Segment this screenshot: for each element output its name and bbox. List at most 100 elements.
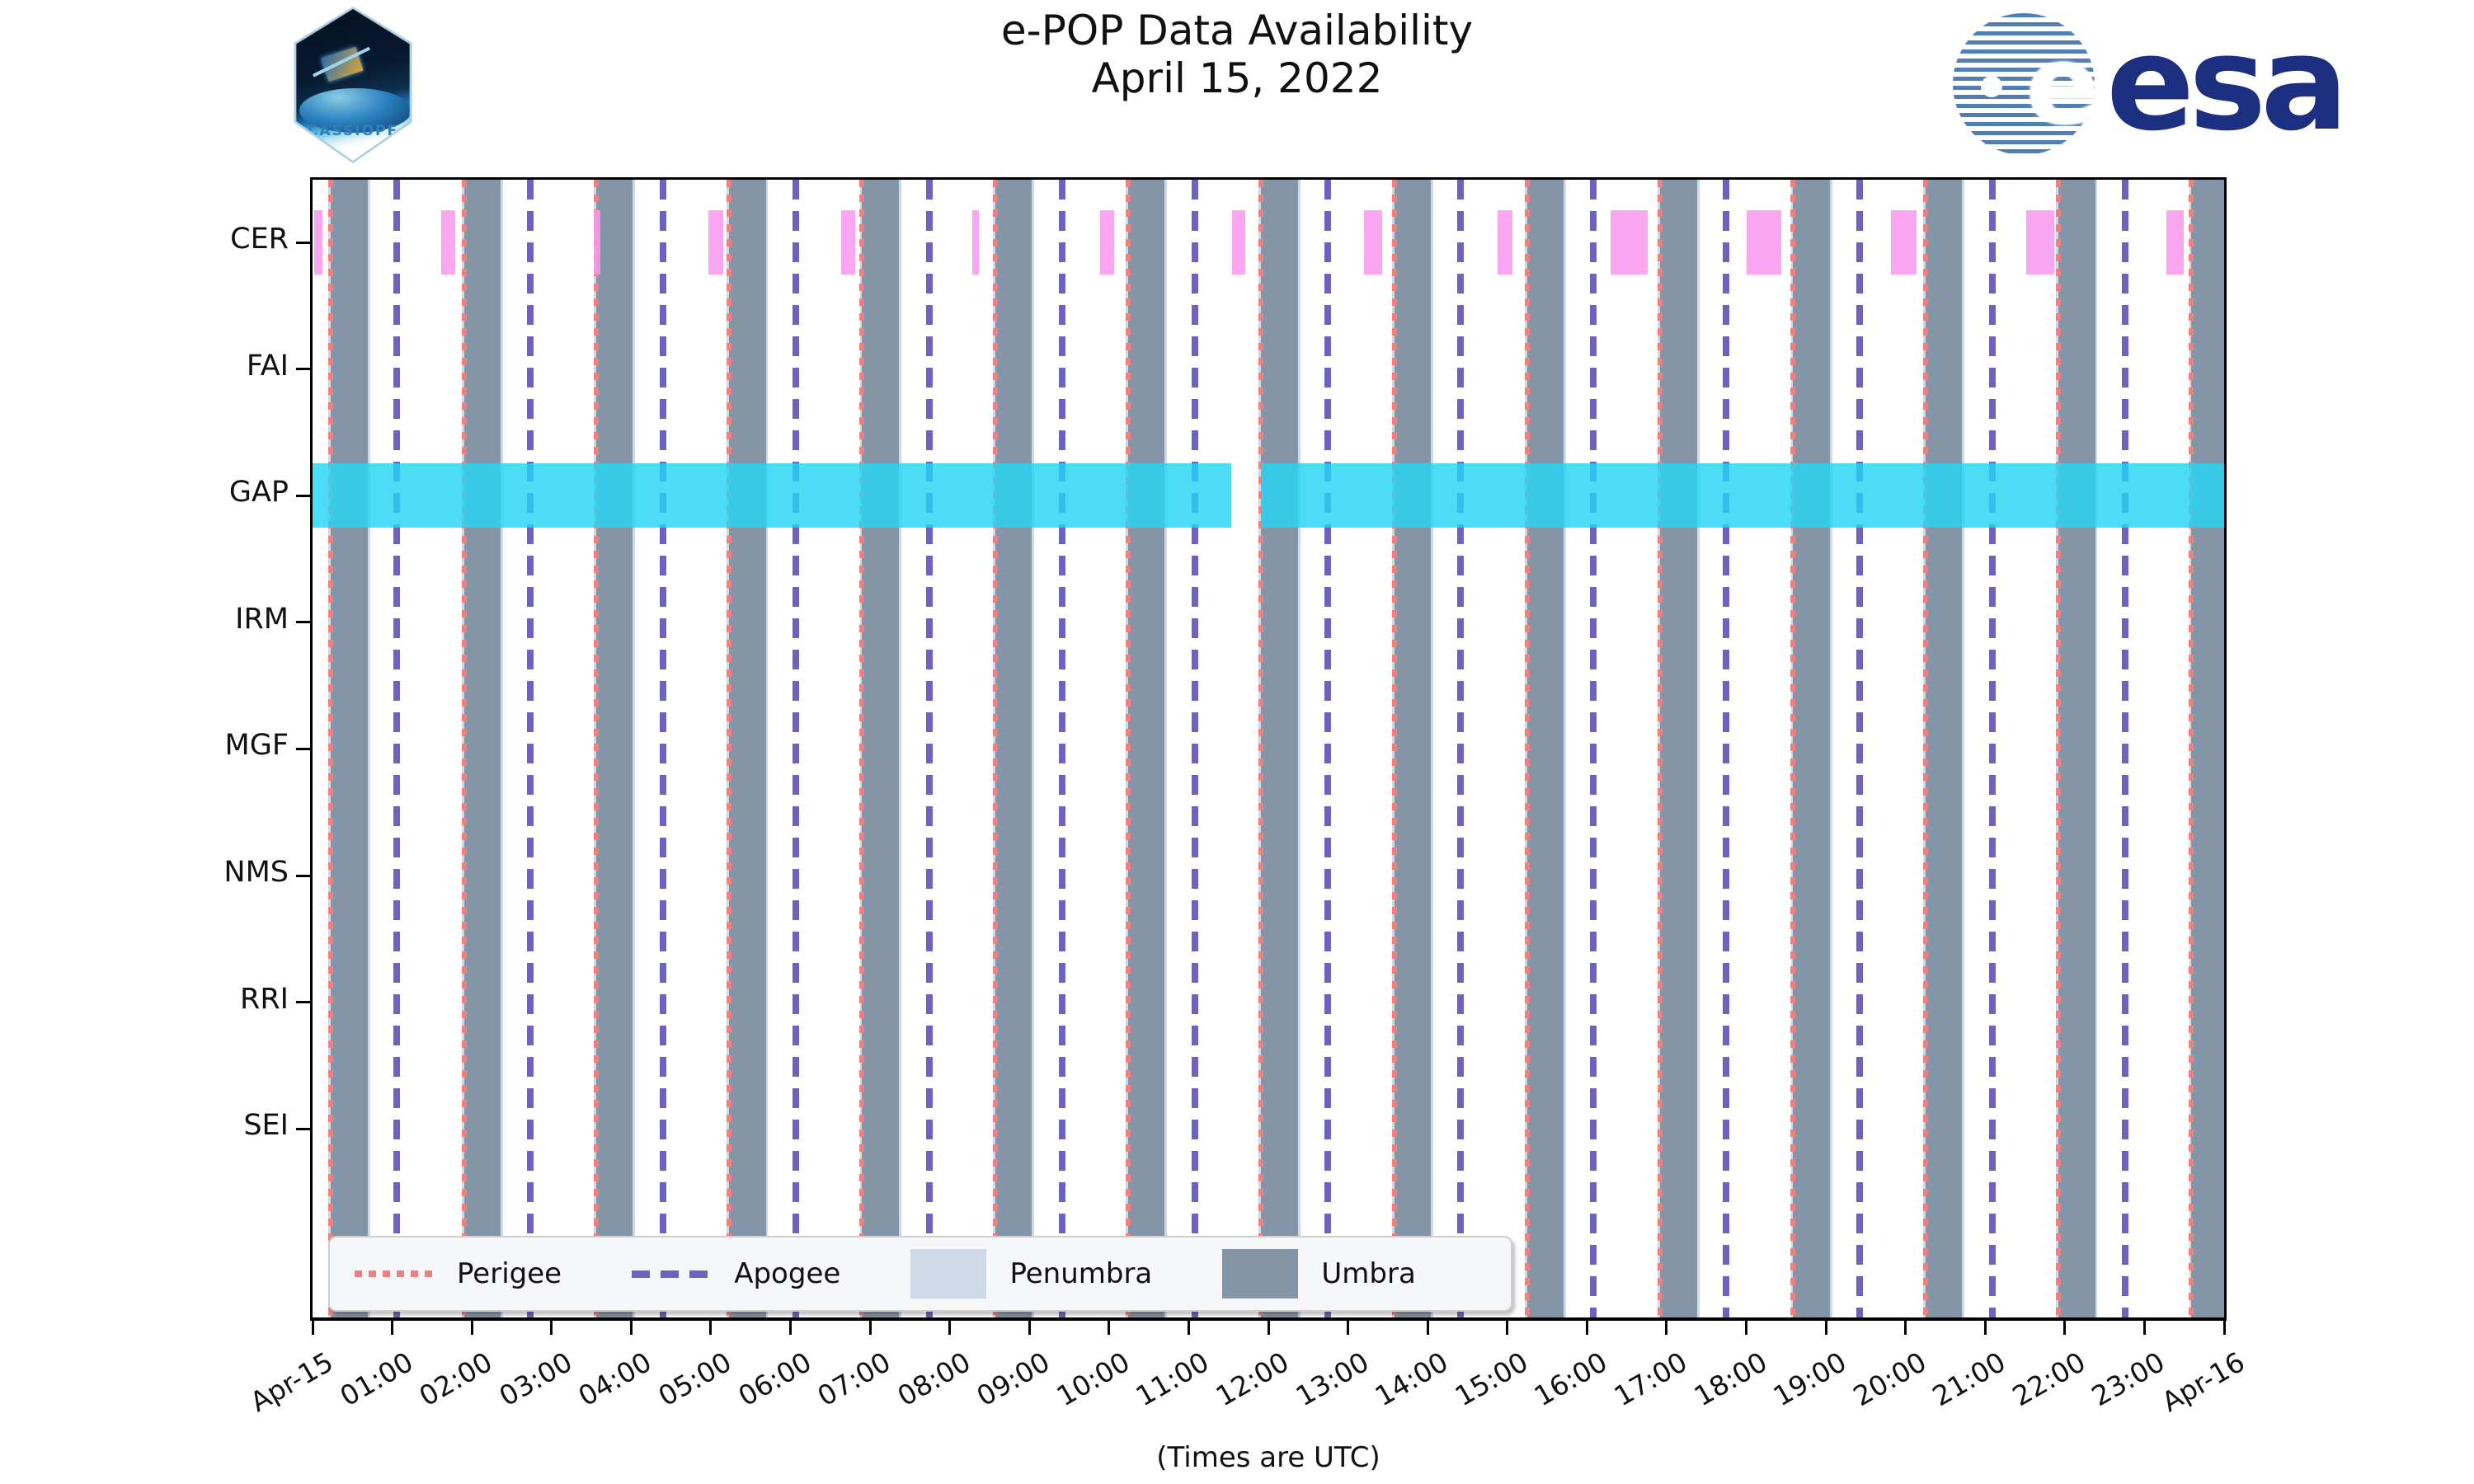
apogee-line <box>2122 180 2129 1317</box>
x-axis-tick <box>789 1321 792 1335</box>
umbra-band <box>2058 180 2095 1317</box>
x-axis-tick <box>1426 1321 1429 1335</box>
apogee-line <box>1456 180 1464 1317</box>
x-axis-tick-label: 14:00 <box>1369 1345 1454 1413</box>
y-axis-row-label-fai: FAI <box>246 349 289 383</box>
penumbra-patch-swatch <box>910 1249 987 1298</box>
perigee-line <box>1126 180 1131 1317</box>
penumbra-band <box>500 180 503 1317</box>
umbra-band <box>1925 180 1963 1317</box>
cer-availability-bar <box>593 210 600 275</box>
x-axis-tick <box>470 1321 473 1335</box>
x-axis-tick-label: 04:00 <box>572 1345 657 1413</box>
y-axis-tick <box>296 621 310 624</box>
gap-availability-bar <box>313 463 1231 528</box>
plot-layers <box>313 180 2224 1317</box>
penumbra-band <box>1032 180 1035 1317</box>
x-axis-tick <box>2063 1321 2067 1335</box>
x-axis-tick-label: 12:00 <box>1210 1345 1295 1413</box>
cer-availability-bar <box>441 210 455 275</box>
apogee-line <box>793 180 800 1317</box>
penumbra-band <box>898 180 901 1317</box>
perigee-line <box>1658 180 1663 1317</box>
umbra-band <box>331 180 368 1317</box>
x-axis-tick-label: 20:00 <box>1847 1345 1932 1413</box>
earth-arc-graphic <box>299 88 410 133</box>
legend-label-apogee: Apogee <box>734 1257 841 1290</box>
x-axis-tick <box>1108 1321 1111 1335</box>
x-axis-tick-label: 02:00 <box>413 1345 498 1413</box>
cer-availability-bar <box>1498 210 1512 275</box>
x-axis-tick <box>709 1321 713 1335</box>
apogee-dashed-line-swatch <box>632 1270 712 1278</box>
y-axis-tick <box>296 1001 310 1004</box>
cer-availability-bar <box>313 210 322 275</box>
cer-availability-bar <box>1611 210 1648 275</box>
apogee-line <box>1192 180 1199 1317</box>
x-axis-tick-label: 16:00 <box>1528 1345 1613 1413</box>
x-axis-tick-label: 18:00 <box>1688 1345 1772 1413</box>
legend-item-apogee: Apogee <box>632 1257 910 1290</box>
perigee-line <box>1258 180 1264 1317</box>
umbra-band <box>1128 180 1165 1317</box>
perigee-line <box>1922 180 1928 1317</box>
x-axis-tick-label: 13:00 <box>1290 1345 1375 1413</box>
apogee-line <box>1988 180 1996 1317</box>
esa-globe-dot <box>1981 76 2002 97</box>
apogee-line <box>1590 180 1597 1317</box>
cer-availability-bar <box>1100 210 1114 275</box>
y-axis-tick <box>296 874 310 877</box>
y-axis-row-label-nms: NMS <box>223 856 289 889</box>
apogee-line <box>526 180 534 1317</box>
x-axis-tick-label: 03:00 <box>493 1345 578 1413</box>
x-axis-tick-label: 19:00 <box>1767 1345 1852 1413</box>
x-axis-tick <box>1267 1321 1270 1335</box>
cer-availability-bar <box>971 210 980 275</box>
perigee-line <box>992 180 998 1317</box>
x-axis-tick <box>1745 1321 1747 1335</box>
patch-hexagon-art: CASSIOPE <box>296 9 410 161</box>
chart-title-block: e-POP Data Availability April 15, 2022 <box>0 8 2474 103</box>
x-axis-tick <box>629 1321 633 1335</box>
x-axis-tick-label: Apr-15 <box>244 1345 339 1419</box>
cer-availability-bar <box>1231 210 1245 275</box>
x-axis-tick-label: 05:00 <box>652 1345 737 1413</box>
x-axis-tick <box>948 1321 952 1335</box>
y-axis-row-label-irm: IRM <box>235 602 289 636</box>
legend-label-umbra: Umbra <box>1321 1257 1416 1290</box>
esa-logo: e esa <box>1953 10 2349 158</box>
umbra-band <box>995 180 1032 1317</box>
perigee-line <box>461 180 467 1317</box>
gap-availability-bar <box>1261 463 2224 528</box>
umbra-band <box>1526 180 1564 1317</box>
umbra-band <box>862 180 899 1317</box>
x-axis-tick <box>2142 1321 2146 1335</box>
umbra-band <box>1660 180 1697 1317</box>
satellite-icon <box>321 46 364 82</box>
umbra-band <box>2191 180 2224 1317</box>
cer-availability-bar <box>1746 210 1781 275</box>
perigee-line <box>593 180 599 1317</box>
umbra-band <box>1261 180 1298 1317</box>
x-axis-tick-label: 23:00 <box>2086 1345 2171 1413</box>
legend-item-perigee: Perigee <box>355 1257 632 1290</box>
esa-globe-e-glyph: e <box>2025 22 2100 149</box>
x-axis-tick <box>1347 1321 1350 1335</box>
apogee-line <box>1856 180 1863 1317</box>
penumbra-band <box>1829 180 1832 1317</box>
cer-availability-bar <box>1363 210 1383 275</box>
penumbra-band <box>633 180 636 1317</box>
legend-item-penumbra: Penumbra <box>910 1249 1222 1298</box>
legend-label-penumbra: Penumbra <box>1009 1257 1153 1290</box>
x-axis-tick <box>1983 1321 1987 1335</box>
y-axis-row-label-rri: RRI <box>240 982 289 1016</box>
x-axis-tick <box>391 1321 394 1335</box>
perigee-line <box>1790 180 1796 1317</box>
y-axis-row-label-gap: GAP <box>228 476 289 510</box>
penumbra-band <box>367 180 370 1317</box>
y-axis-row-label-mgf: MGF <box>224 729 289 763</box>
y-axis-row-label-sei: SEI <box>243 1109 289 1143</box>
apogee-line <box>1058 180 1065 1317</box>
x-axis-tick-label: 06:00 <box>732 1345 816 1413</box>
